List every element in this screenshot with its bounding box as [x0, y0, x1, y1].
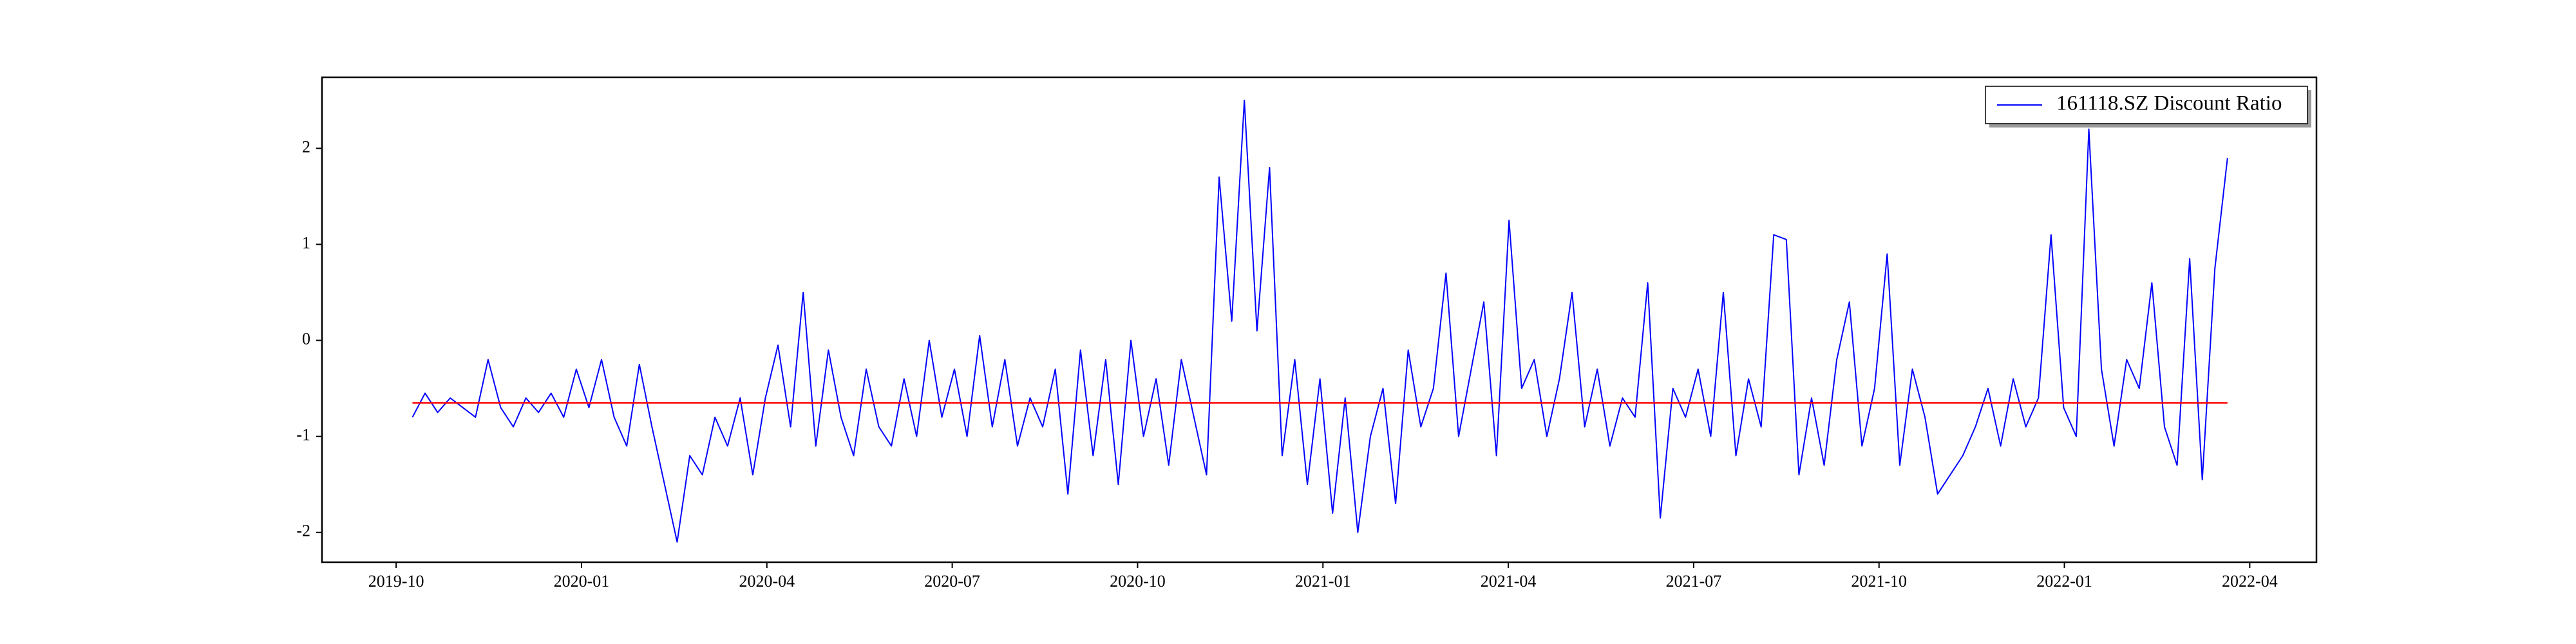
x-tick-label: 2019-10 [368, 572, 424, 591]
data-line [412, 99, 2228, 543]
x-tick-label: 2020-01 [554, 572, 610, 591]
legend-label: 161118.SZ Discount Ratio [2056, 92, 2282, 115]
x-tick-label: 2022-04 [2222, 572, 2278, 591]
x-tick-label: 2020-04 [739, 572, 795, 591]
x-tick-label: 2021-01 [1295, 572, 1351, 591]
x-tick-label: 2021-10 [1851, 572, 1907, 591]
plot-frame [321, 76, 2318, 564]
y-tick-label: -2 [296, 522, 310, 540]
x-tick-label: 2020-07 [924, 572, 980, 591]
x-tick-label: 2021-04 [1481, 572, 1537, 591]
y-tick-label: 1 [302, 233, 310, 252]
y-tick-label: 2 [302, 137, 310, 156]
x-tick-label: 2021-07 [1666, 572, 1722, 591]
y-tick-label: 0 [302, 330, 310, 348]
x-tick-label: 2020-10 [1110, 572, 1166, 591]
x-tick-label: 2022-01 [2036, 572, 2092, 591]
y-tick-label: -1 [296, 426, 310, 444]
